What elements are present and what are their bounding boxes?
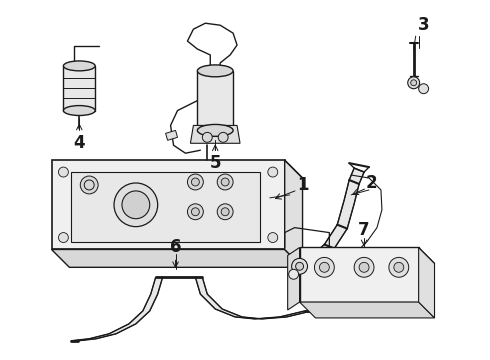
Text: 3: 3	[418, 16, 429, 34]
Polygon shape	[51, 160, 285, 249]
Polygon shape	[51, 249, 302, 267]
Circle shape	[319, 262, 329, 272]
Circle shape	[217, 174, 233, 190]
Polygon shape	[72, 172, 260, 242]
Circle shape	[394, 262, 404, 272]
Circle shape	[202, 132, 212, 142]
Ellipse shape	[197, 65, 233, 77]
Circle shape	[188, 204, 203, 220]
Circle shape	[389, 257, 409, 277]
Circle shape	[192, 178, 199, 186]
Circle shape	[122, 191, 150, 219]
Circle shape	[411, 80, 416, 86]
Circle shape	[315, 257, 334, 277]
Circle shape	[114, 183, 158, 227]
Circle shape	[418, 84, 429, 94]
Ellipse shape	[63, 61, 95, 71]
Circle shape	[58, 167, 69, 177]
Circle shape	[268, 167, 278, 177]
Circle shape	[80, 176, 98, 194]
Circle shape	[221, 208, 229, 216]
Circle shape	[58, 233, 69, 243]
Text: 6: 6	[170, 238, 181, 256]
Polygon shape	[196, 277, 312, 319]
Circle shape	[268, 233, 278, 243]
Polygon shape	[191, 125, 240, 143]
Circle shape	[192, 208, 199, 216]
Polygon shape	[197, 71, 233, 130]
Circle shape	[354, 257, 374, 277]
Circle shape	[289, 269, 298, 279]
Ellipse shape	[63, 105, 95, 116]
Polygon shape	[288, 247, 299, 310]
Polygon shape	[166, 130, 177, 140]
Circle shape	[359, 262, 369, 272]
Polygon shape	[72, 277, 163, 341]
Polygon shape	[285, 160, 302, 267]
Polygon shape	[294, 255, 324, 267]
Circle shape	[217, 204, 233, 220]
Text: 1: 1	[297, 176, 308, 194]
Circle shape	[84, 180, 94, 190]
Text: 2: 2	[365, 174, 377, 192]
Polygon shape	[299, 247, 418, 302]
Polygon shape	[418, 247, 435, 318]
Circle shape	[295, 262, 303, 270]
Circle shape	[221, 178, 229, 186]
Ellipse shape	[197, 125, 233, 136]
Circle shape	[292, 258, 308, 274]
Text: 5: 5	[210, 154, 221, 172]
Circle shape	[188, 174, 203, 190]
Text: 4: 4	[74, 134, 85, 152]
Polygon shape	[294, 168, 364, 268]
Polygon shape	[299, 302, 435, 318]
Text: 7: 7	[358, 221, 370, 239]
Circle shape	[408, 77, 419, 89]
Circle shape	[218, 132, 228, 142]
Polygon shape	[63, 66, 95, 111]
